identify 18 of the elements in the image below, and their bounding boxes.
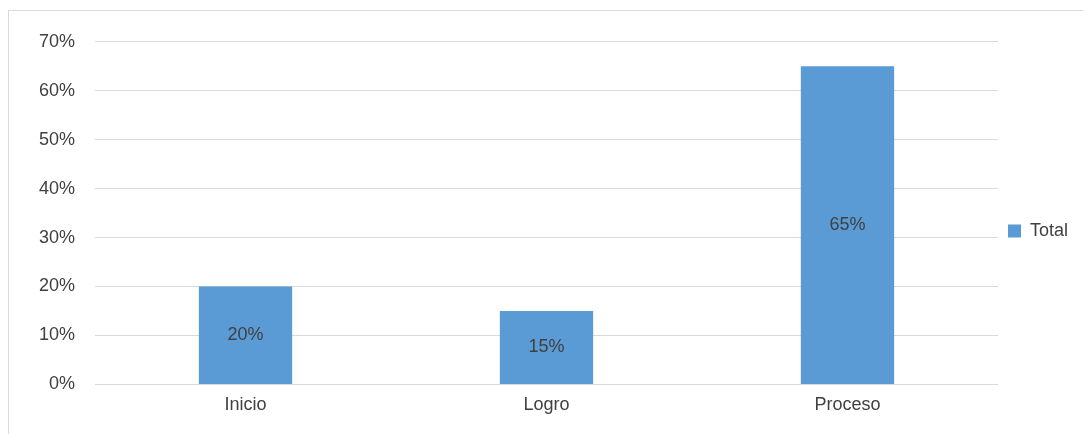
y-tick-label: 60% xyxy=(39,79,76,100)
x-tick-label: Inicio xyxy=(224,394,267,415)
y-tick-label: 70% xyxy=(39,30,76,51)
x-tick-label: Proceso xyxy=(814,394,881,415)
y-tick-label: 30% xyxy=(39,226,76,247)
y-tick-label: 40% xyxy=(39,177,76,198)
legend-label: Total xyxy=(1029,219,1069,240)
x-tick-label: Logro xyxy=(523,394,570,415)
bar xyxy=(198,286,293,384)
data-label: 15% xyxy=(528,336,565,357)
y-tick-label: 0% xyxy=(49,373,76,394)
y-tick-label: 10% xyxy=(39,324,76,345)
data-label: 20% xyxy=(227,324,264,345)
y-tick-label: 20% xyxy=(39,275,76,296)
bar xyxy=(800,66,895,384)
data-label: 65% xyxy=(829,214,866,235)
y-tick-label: 50% xyxy=(39,128,76,149)
bar xyxy=(499,310,594,384)
